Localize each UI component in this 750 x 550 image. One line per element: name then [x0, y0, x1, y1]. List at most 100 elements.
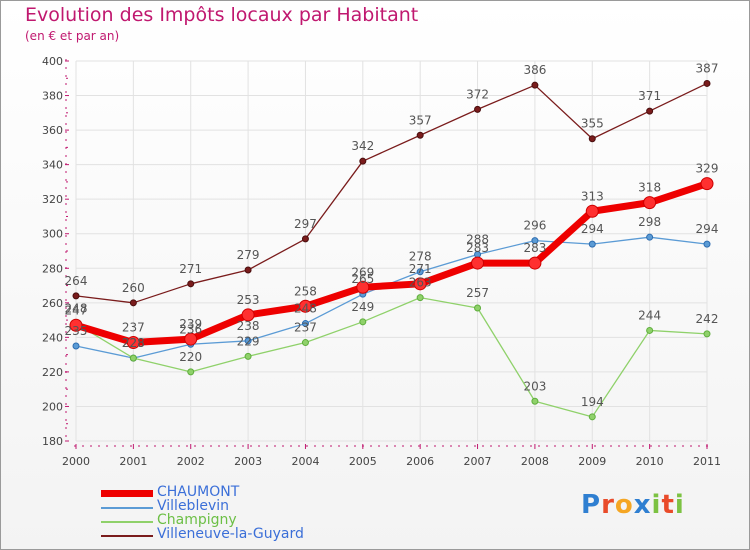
data-label: 298 [638, 215, 661, 229]
data-label: 297 [294, 217, 317, 231]
data-label: 239 [179, 317, 202, 331]
data-point [531, 237, 539, 245]
data-label: 203 [523, 379, 546, 393]
data-label: 296 [523, 219, 546, 233]
data-label: 318 [638, 181, 661, 195]
logo-letter: x [633, 490, 652, 520]
y-tick-label: 240 [42, 331, 63, 344]
data-point [244, 337, 252, 345]
y-tick-label: 180 [42, 435, 63, 448]
data-point [703, 330, 711, 338]
data-point [703, 240, 711, 248]
legend: CHAUMONT Villeblevin Champigny Villeneuve-l… [101, 484, 421, 542]
data-point [646, 233, 654, 241]
logo-letter: r [601, 490, 615, 520]
data-point [298, 299, 312, 313]
data-label: 313 [581, 189, 604, 203]
data-label: 265 [351, 272, 374, 286]
data-label: 229 [237, 334, 260, 348]
x-tick-label: 2010 [636, 455, 664, 468]
data-label: 253 [237, 293, 260, 307]
chart-title: Evolution des Impôts locaux par Habitant [25, 4, 419, 26]
legend-label: CHAUMONT [157, 484, 240, 500]
logo-letter: P [581, 490, 602, 520]
data-point [416, 268, 424, 276]
y-tick-label: 200 [42, 400, 63, 413]
data-point [244, 352, 252, 360]
data-label: 249 [351, 300, 374, 314]
series-line [72, 180, 711, 347]
data-label: 283 [523, 241, 546, 255]
chart-subtitle: (en € et par an) [25, 29, 120, 43]
data-label: 228 [122, 336, 145, 350]
data-point [413, 277, 427, 291]
logo-letter: i [674, 490, 685, 520]
data-point [474, 105, 482, 113]
data-label: 257 [466, 286, 489, 300]
data-label: 236 [179, 322, 202, 336]
legend-swatch [101, 535, 153, 537]
data-label: 355 [581, 117, 604, 131]
data-point [585, 204, 599, 218]
x-tick-label: 2007 [464, 455, 492, 468]
logo-letter: o [614, 490, 634, 520]
data-label: 264 [65, 274, 88, 288]
data-point [72, 342, 80, 350]
data-label: 372 [466, 87, 489, 101]
data-label: 342 [351, 139, 374, 153]
y-tick-label: 340 [42, 159, 63, 172]
legend-item: CHAUMONT [101, 484, 421, 500]
data-label: 294 [581, 222, 604, 236]
x-tick-label: 2003 [234, 455, 262, 468]
data-label: 248 [294, 302, 317, 316]
data-label: 278 [409, 250, 432, 264]
data-point [72, 292, 80, 300]
y-tick-label: 300 [42, 228, 63, 241]
data-label: 237 [122, 321, 145, 335]
legend-item: Villeneuve-la-Guyard [101, 526, 421, 542]
x-tick-label: 2008 [521, 455, 549, 468]
series-group [69, 79, 714, 421]
legend-swatch [101, 490, 153, 497]
data-point [646, 107, 654, 115]
data-label: 279 [237, 248, 260, 262]
data-label: 237 [294, 321, 317, 335]
y-tick-label: 320 [42, 193, 63, 206]
x-tick-label: 2009 [578, 455, 606, 468]
data-point [184, 332, 198, 346]
data-label: 235 [65, 324, 88, 338]
data-point [187, 280, 195, 288]
axes [65, 59, 709, 449]
data-point [700, 177, 714, 191]
data-label: 387 [696, 61, 719, 75]
data-label: 357 [409, 113, 432, 127]
legend-item: Villeblevin [101, 498, 421, 514]
data-label: 371 [638, 89, 661, 103]
data-point [703, 79, 711, 87]
logo-letter: i [651, 490, 662, 520]
data-point [416, 131, 424, 139]
data-point [241, 308, 255, 322]
x-tick-label: 2001 [119, 455, 147, 468]
data-label: 244 [638, 308, 661, 322]
data-label: 271 [179, 262, 202, 276]
data-label: 248 [65, 302, 88, 316]
data-label: 288 [466, 232, 489, 246]
data-point [126, 336, 140, 350]
data-label: 220 [179, 350, 202, 364]
tick-labels: 180 200 220 240 260 280 300 320 340 360 380 400 2000… [42, 55, 721, 468]
data-label: 238 [237, 319, 260, 333]
legend-swatch [101, 507, 153, 509]
series-line [75, 296, 708, 418]
data-point [528, 256, 542, 270]
data-point [474, 304, 482, 312]
data-label: 228 [122, 336, 145, 350]
data-label: 294 [696, 222, 719, 236]
data-point [129, 299, 137, 307]
legend-label: Champigny [157, 512, 237, 528]
data-label: 283 [466, 241, 489, 255]
legend-label: Villeneuve-la-Guyard [157, 526, 304, 542]
data-label: 194 [581, 395, 604, 409]
data-point [129, 354, 137, 362]
